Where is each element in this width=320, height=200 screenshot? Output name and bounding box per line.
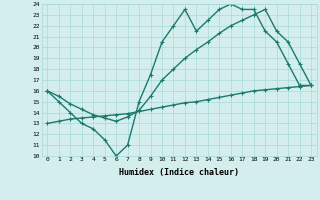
X-axis label: Humidex (Indice chaleur): Humidex (Indice chaleur) — [119, 168, 239, 177]
